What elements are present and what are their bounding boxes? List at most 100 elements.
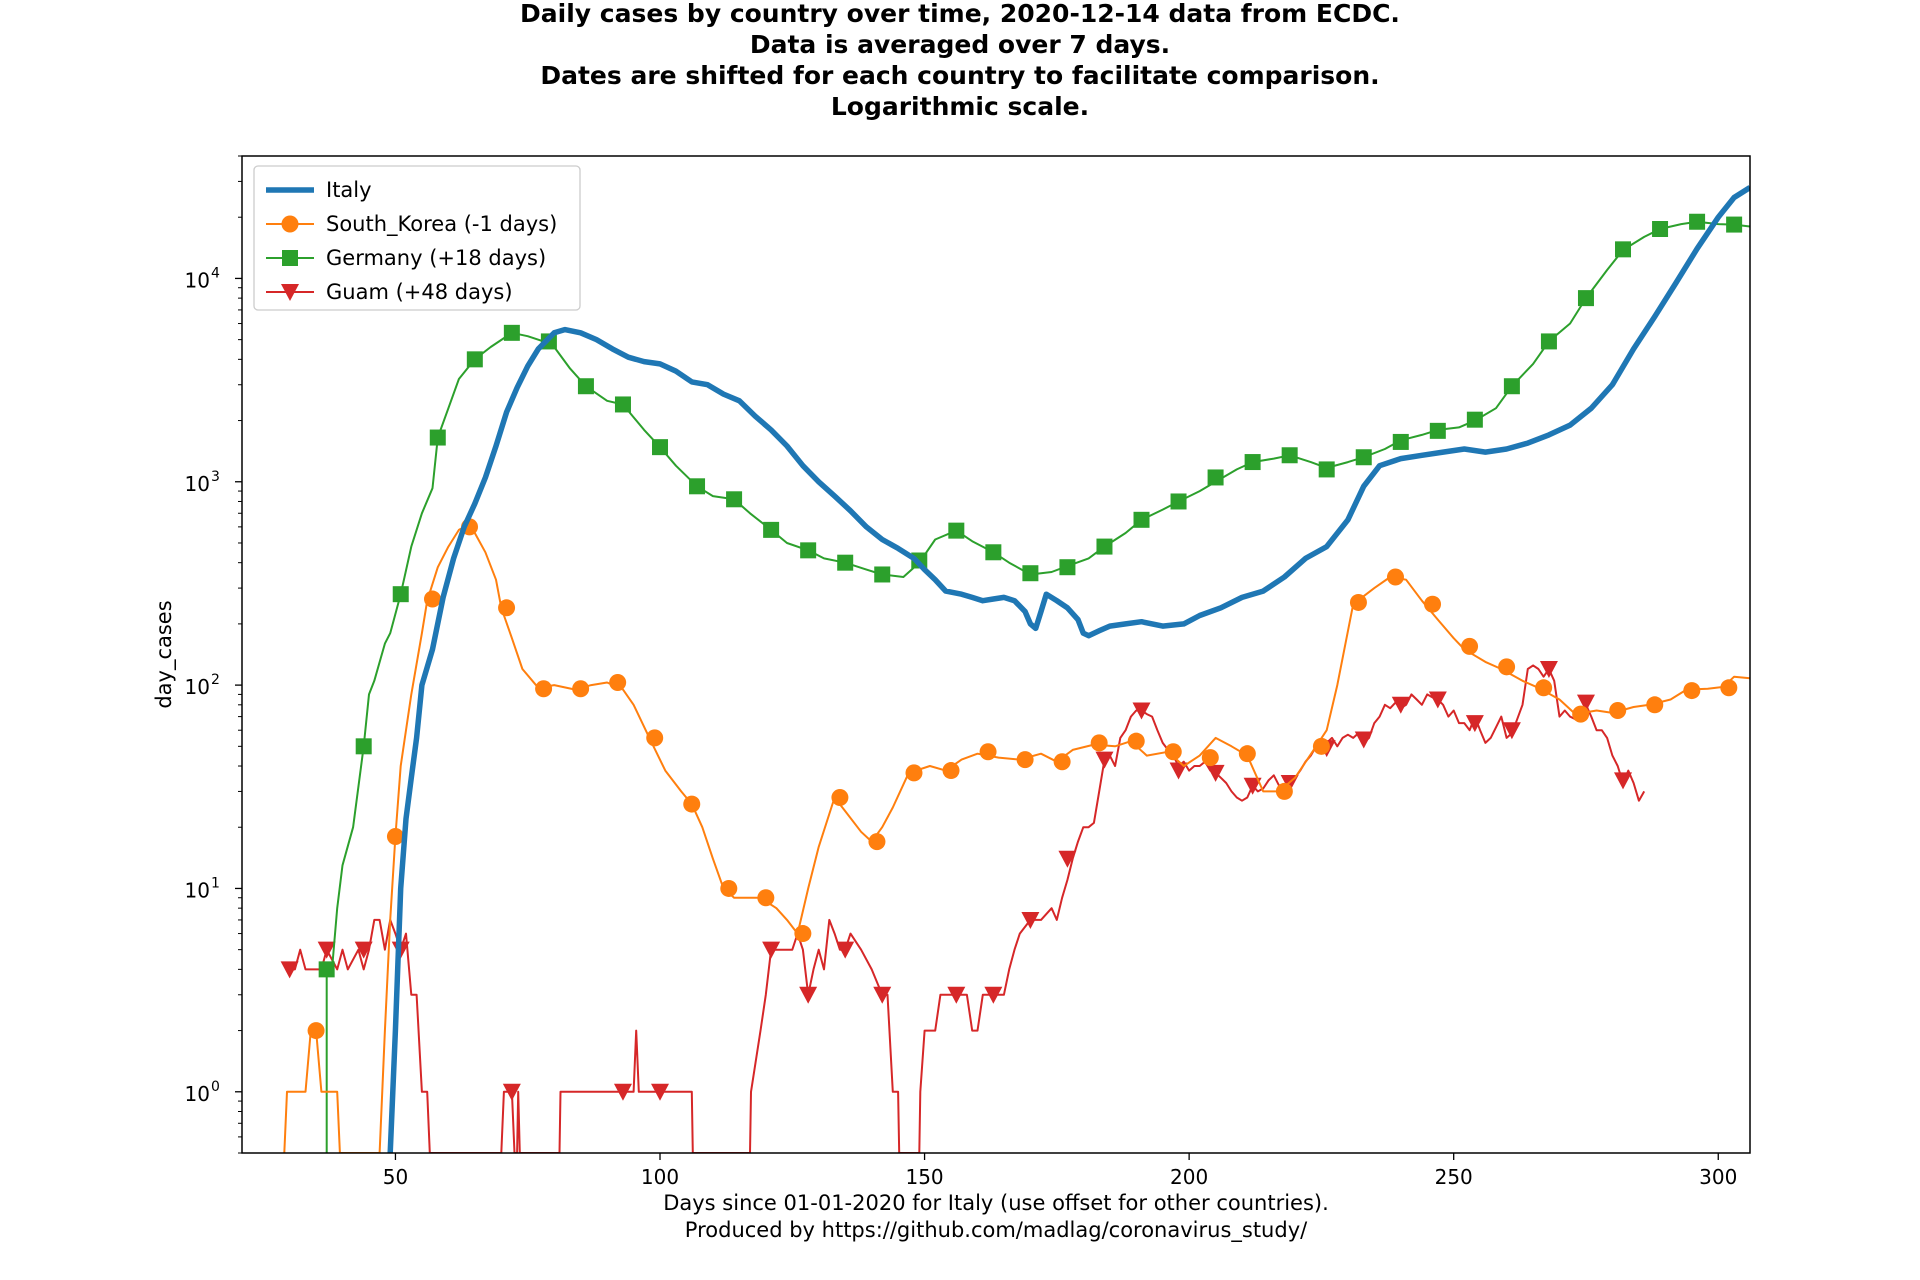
series-line [289,664,1646,1153]
y-axis-label: day_cases [152,600,177,708]
data-point [1312,737,1330,755]
data-point [1614,772,1633,790]
data-point [646,729,664,747]
data-point [1133,511,1150,528]
data-point [1243,777,1262,795]
data-point [466,351,483,368]
data-point [984,986,1003,1004]
y-tick-exponent: 3 [211,469,220,485]
data-point [386,828,404,846]
data-point [1461,637,1479,655]
data-point [1646,696,1664,714]
data-point [535,680,553,698]
plot-frame [241,155,1751,1154]
legend-marker [281,284,299,301]
title-line: Dates are shifted for each country to fa… [540,61,1379,90]
legend-entry: Germany (+18 days) [266,246,546,270]
data-point [985,544,1002,561]
data-point [1720,679,1738,697]
legend-label: South_Korea (-1 days) [326,212,557,237]
x-tick-label: 100 [641,1165,679,1189]
y-tick-label: 10 [185,268,210,292]
title-line: Data is averaged over 7 days. [750,30,1170,59]
data-point [572,680,590,698]
data-point [762,941,781,959]
data-point [1354,731,1373,749]
data-point [614,396,631,413]
data-point [947,986,966,1004]
data-point [502,1083,521,1101]
data-point [689,478,706,495]
legend-marker [282,250,298,266]
data-point [1318,461,1335,478]
y-tick-label: 10 [185,1082,210,1106]
legend: Italy South_Korea (-1 days) Germany (+18 d… [253,165,581,311]
legend-entry: South_Korea (-1 days) [266,212,557,237]
data-point [577,378,594,395]
data-point [794,925,812,943]
data-point [318,961,335,978]
data-point [609,673,627,691]
series-germany [318,213,1750,1153]
data-point [1424,595,1442,613]
y-tick-label: 10 [185,472,210,496]
data-point [1535,679,1553,697]
data-point [1090,734,1108,752]
data-point [1465,715,1484,733]
data-point [423,590,441,608]
data-point [317,941,336,959]
data-point [763,521,780,538]
data-point [1207,469,1224,486]
data-point [683,795,701,813]
y-tick-exponent: 4 [211,265,220,281]
data-point [799,986,818,1004]
x-axis-label-line: Produced by https://github.com/madlag/co… [685,1218,1308,1243]
series-line [387,185,1750,1153]
data-point [1164,743,1182,761]
series-line [283,525,1750,1153]
data-point [307,1022,325,1040]
data-point [1022,565,1039,582]
data-point [868,833,886,851]
data-point [1615,241,1632,258]
data-point [837,554,854,571]
data-point [613,1083,632,1101]
data-point [1238,745,1256,763]
data-point [836,941,855,959]
data-point [1355,449,1372,466]
title-line: Logarithmic scale. [831,92,1089,121]
legend-entry: Italy [266,178,372,202]
data-point [1652,221,1669,238]
data-point [757,889,775,907]
y-tick-label: 10 [185,878,210,902]
y-tick-exponent: 1 [211,875,220,891]
data-point [942,762,960,780]
data-point [392,586,409,603]
data-point [1127,732,1145,750]
series-south-korea [283,518,1750,1153]
data-point [651,1083,670,1101]
data-point [1502,722,1521,740]
data-point [726,491,743,508]
data-point [905,764,923,782]
data-point [1170,493,1187,510]
data-point [429,429,446,446]
data-point [1169,762,1188,780]
data-point [1206,764,1225,782]
legend-label: Italy [326,178,372,202]
data-point [831,789,849,807]
x-tick-label: 250 [1435,1165,1473,1189]
title-line: Daily cases by country over time, 2020-1… [520,0,1400,28]
legend-label: Germany (+18 days) [326,246,546,270]
series-italy [387,185,1750,1153]
data-point [1095,751,1114,769]
data-point [1349,593,1367,611]
data-point [800,542,817,559]
data-point [1392,433,1409,450]
y-tick-exponent: 2 [211,672,220,688]
data-point [1429,422,1446,439]
data-point [1096,538,1113,555]
x-tick-label: 300 [1699,1165,1737,1189]
